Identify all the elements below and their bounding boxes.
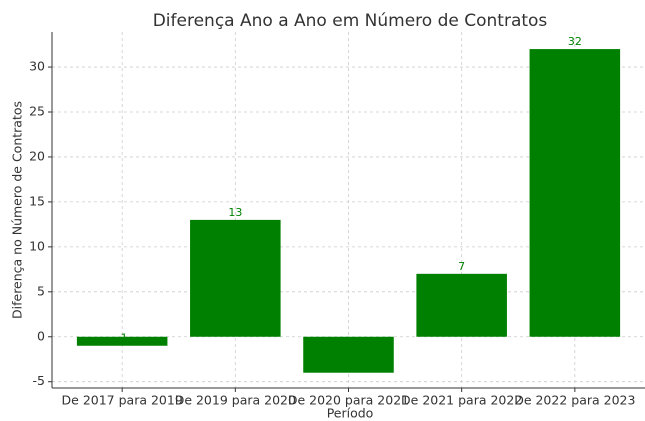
bar — [76, 336, 168, 346]
chart-title: Diferença Ano a Ano em Número de Contrat… — [153, 11, 548, 31]
x-tick-label: De 2017 para 2019 — [62, 393, 183, 408]
y-tick-label: 0 — [37, 328, 45, 343]
y-tick-label: 10 — [29, 238, 45, 253]
y-tick-label: 5 — [37, 283, 45, 298]
data-label: -1 — [117, 332, 128, 345]
x-tick-label: De 2019 para 2020 — [175, 393, 296, 408]
y-tick-label: 25 — [29, 104, 45, 119]
y-tick-label: 15 — [29, 193, 45, 208]
x-axis-label: Período — [327, 406, 374, 421]
data-label: 13 — [228, 206, 242, 219]
y-axis-label: Diferença no Número de Contratos — [10, 101, 25, 319]
y-tick-label: 30 — [29, 59, 45, 74]
data-label: -4 — [343, 359, 354, 372]
data-label: 32 — [568, 35, 582, 48]
data-label: 7 — [458, 260, 465, 273]
x-tick-label: De 2021 para 2022 — [401, 393, 522, 408]
bar — [529, 49, 621, 337]
x-tick-label: De 2020 para 2021 — [288, 393, 409, 408]
bar — [303, 336, 394, 373]
y-tick-label: -5 — [33, 373, 45, 388]
bar — [190, 219, 281, 337]
y-tick-label: 20 — [29, 148, 45, 163]
bar — [416, 273, 507, 337]
x-tick-label: De 2022 para 2023 — [514, 393, 635, 408]
